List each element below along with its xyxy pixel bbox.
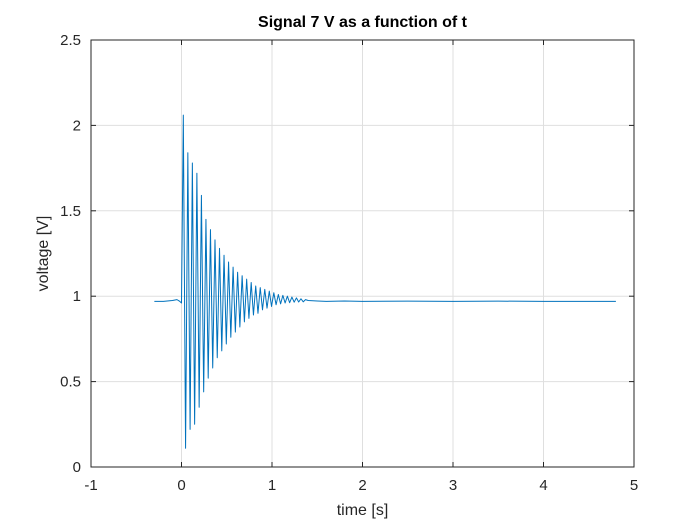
x-axis-label: time [s] bbox=[337, 502, 389, 519]
y-tick-label: 0.5 bbox=[60, 374, 81, 391]
x-tick-label: 1 bbox=[268, 477, 276, 494]
y-tick-label: 0 bbox=[73, 459, 81, 476]
y-tick-label: 1.5 bbox=[60, 203, 81, 220]
x-tick-label: 0 bbox=[177, 477, 185, 494]
chart-title: Signal 7 V as a function of t bbox=[258, 14, 468, 31]
x-tick-labels: -1 0 1 2 3 4 5 bbox=[84, 477, 638, 494]
x-tick-label: 5 bbox=[630, 477, 638, 494]
x-tick-label: 4 bbox=[539, 477, 547, 494]
y-tick-label: 2 bbox=[73, 117, 81, 134]
y-tick-labels: 0 0.5 1 1.5 2 2.5 bbox=[60, 32, 81, 476]
tick-marks bbox=[90, 39, 635, 468]
x-tick-label: 2 bbox=[358, 477, 366, 494]
y-tick-label: 2.5 bbox=[60, 32, 81, 49]
x-tick-label: 3 bbox=[449, 477, 457, 494]
series-group bbox=[154, 114, 616, 449]
y-axis-label: voltage [V] bbox=[35, 216, 52, 292]
series-line bbox=[154, 114, 616, 449]
y-tick-label: 1 bbox=[73, 288, 81, 305]
x-tick-label: -1 bbox=[84, 477, 97, 494]
